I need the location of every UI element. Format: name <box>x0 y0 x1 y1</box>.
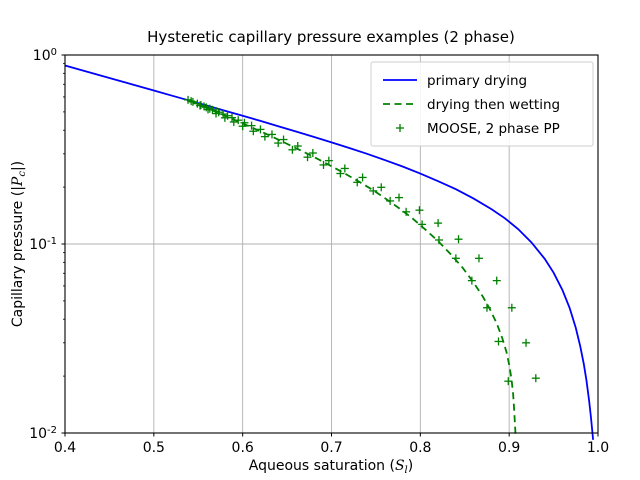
data-marker <box>196 101 205 110</box>
data-marker <box>434 235 443 244</box>
svg-text:Aqueous saturation (Sl): Aqueous saturation (Sl) <box>249 458 413 476</box>
data-marker <box>340 164 349 173</box>
data-marker <box>288 145 297 154</box>
data-marker <box>187 97 196 106</box>
data-marker <box>279 135 288 144</box>
data-marker <box>377 183 386 192</box>
data-markers-group <box>184 95 540 386</box>
data-marker <box>454 235 463 244</box>
data-marker <box>212 109 221 118</box>
data-marker <box>415 206 424 215</box>
x-tick-label: 0.5 <box>143 440 165 456</box>
data-marker <box>467 276 476 285</box>
data-marker <box>324 156 333 165</box>
legend-background <box>370 61 594 147</box>
data-marker <box>204 105 213 114</box>
data-marker <box>492 276 501 285</box>
data-marker <box>434 219 443 228</box>
axes-frame <box>64 54 599 434</box>
y-tick-label: 10-2 <box>29 425 57 442</box>
data-marker <box>188 97 197 106</box>
data-marker <box>303 153 312 162</box>
data-marker <box>386 196 395 205</box>
data-marker <box>274 139 283 148</box>
data-marker <box>369 186 378 195</box>
data-marker <box>247 121 256 130</box>
data-marker <box>267 130 276 139</box>
data-marker <box>308 149 317 158</box>
data-series-group <box>64 64 595 440</box>
x-axis-label: Aqueous saturation (Sl) <box>249 458 413 476</box>
x-tick-label: 0.7 <box>320 440 342 456</box>
data-marker <box>336 169 345 178</box>
legend-swatch <box>396 124 404 132</box>
data-marker <box>353 178 362 187</box>
data-marker <box>402 207 411 216</box>
data-marker <box>219 110 228 119</box>
x-tick-label: 0.4 <box>54 440 76 456</box>
y-tick-label: 100 <box>33 47 57 64</box>
svg-text:Capillary pressure (|Pc|): Capillary pressure (|Pc|) <box>10 161 28 327</box>
y-axis-label: Capillary pressure (|Pc|) <box>10 161 28 327</box>
data-marker <box>228 113 237 122</box>
data-marker <box>507 303 516 312</box>
data-marker <box>451 254 460 263</box>
chart-legend[interactable]: primary drying drying then wetting MOOSE, … <box>370 61 594 147</box>
x-tick-label: 1.0 <box>587 440 609 456</box>
data-marker <box>234 116 243 125</box>
legend-label: drying then wetting <box>427 97 560 113</box>
data-marker <box>418 220 427 229</box>
x-tick-labels: 0.4 0.5 0.6 0.7 0.8 0.9 1.0 <box>54 440 609 456</box>
data-marker <box>240 118 249 127</box>
data-marker <box>494 337 503 346</box>
y-tick-labels: 100 10-1 10-2 <box>29 47 57 442</box>
series-line-primary-drying <box>64 64 595 440</box>
data-marker <box>474 254 483 263</box>
data-marker <box>504 377 513 386</box>
data-marker <box>220 113 229 122</box>
x-tick-label: 0.6 <box>232 440 254 456</box>
data-marker <box>229 118 238 127</box>
data-marker <box>482 303 491 312</box>
x-tick-label: 0.9 <box>498 440 520 456</box>
legend-label: MOOSE, 2 phase PP <box>427 121 560 137</box>
data-marker <box>293 142 302 151</box>
data-marker <box>358 173 367 182</box>
x-tick-label: 0.8 <box>409 440 431 456</box>
data-marker <box>238 122 247 131</box>
data-marker <box>522 338 531 347</box>
data-marker <box>256 125 265 134</box>
data-marker <box>395 193 404 202</box>
y-tick-label: 10-1 <box>29 236 57 253</box>
data-marker <box>531 374 540 383</box>
data-marker <box>260 132 269 141</box>
data-marker <box>319 160 328 169</box>
data-marker <box>249 127 258 136</box>
series-line-drying-then-wetting <box>189 99 517 436</box>
chart-title: Hysteretic capillary pressure examples (… <box>147 28 515 46</box>
legend-label: primary drying <box>427 73 527 89</box>
